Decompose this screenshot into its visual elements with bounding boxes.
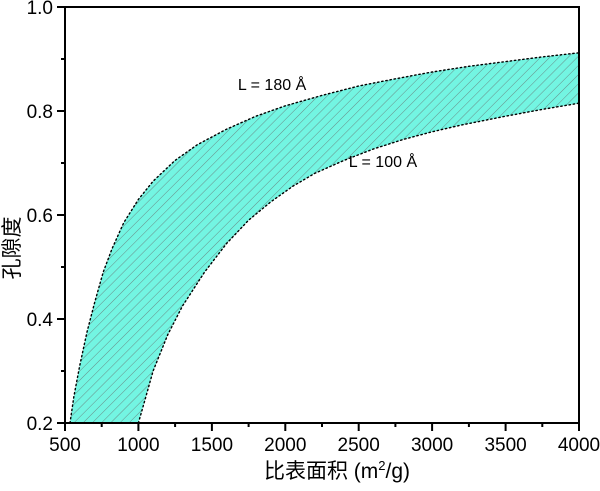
y-tick-label: 0.2	[27, 414, 53, 435]
x-tick-label: 2500	[338, 435, 380, 456]
x-axis-title-unit: /g)	[385, 460, 411, 483]
curve-l-100	[137, 102, 580, 424]
curve-l-180	[69, 52, 580, 424]
y-axis-title: 孔隙度	[1, 216, 24, 280]
y-tick-label: 0.8	[27, 102, 53, 123]
x-tick-label: 3000	[411, 435, 453, 456]
y-tick-label: 1.0	[27, 0, 53, 19]
x-tick-label: 1500	[191, 435, 233, 456]
x-axis-title-superscript: 2	[378, 458, 386, 473]
y-tick-label: 0.4	[27, 310, 54, 331]
x-tick-label: 2000	[264, 435, 306, 456]
curve-label-l-100: L = 100 Å	[348, 154, 418, 171]
x-axis-title: 比表面积 (m2/g)	[264, 455, 410, 485]
x-axis-title-text: 比表面积 (m	[263, 460, 379, 483]
x-tick-label: 500	[49, 435, 81, 456]
band-region	[70, 52, 579, 424]
curve-label-l-180: L = 180 Å	[237, 77, 307, 95]
x-tick-label: 3500	[484, 435, 526, 456]
x-tick-label: 1000	[117, 435, 159, 456]
x-tick-label: 4000	[558, 435, 600, 456]
y-tick-label: 0.6	[27, 206, 53, 227]
